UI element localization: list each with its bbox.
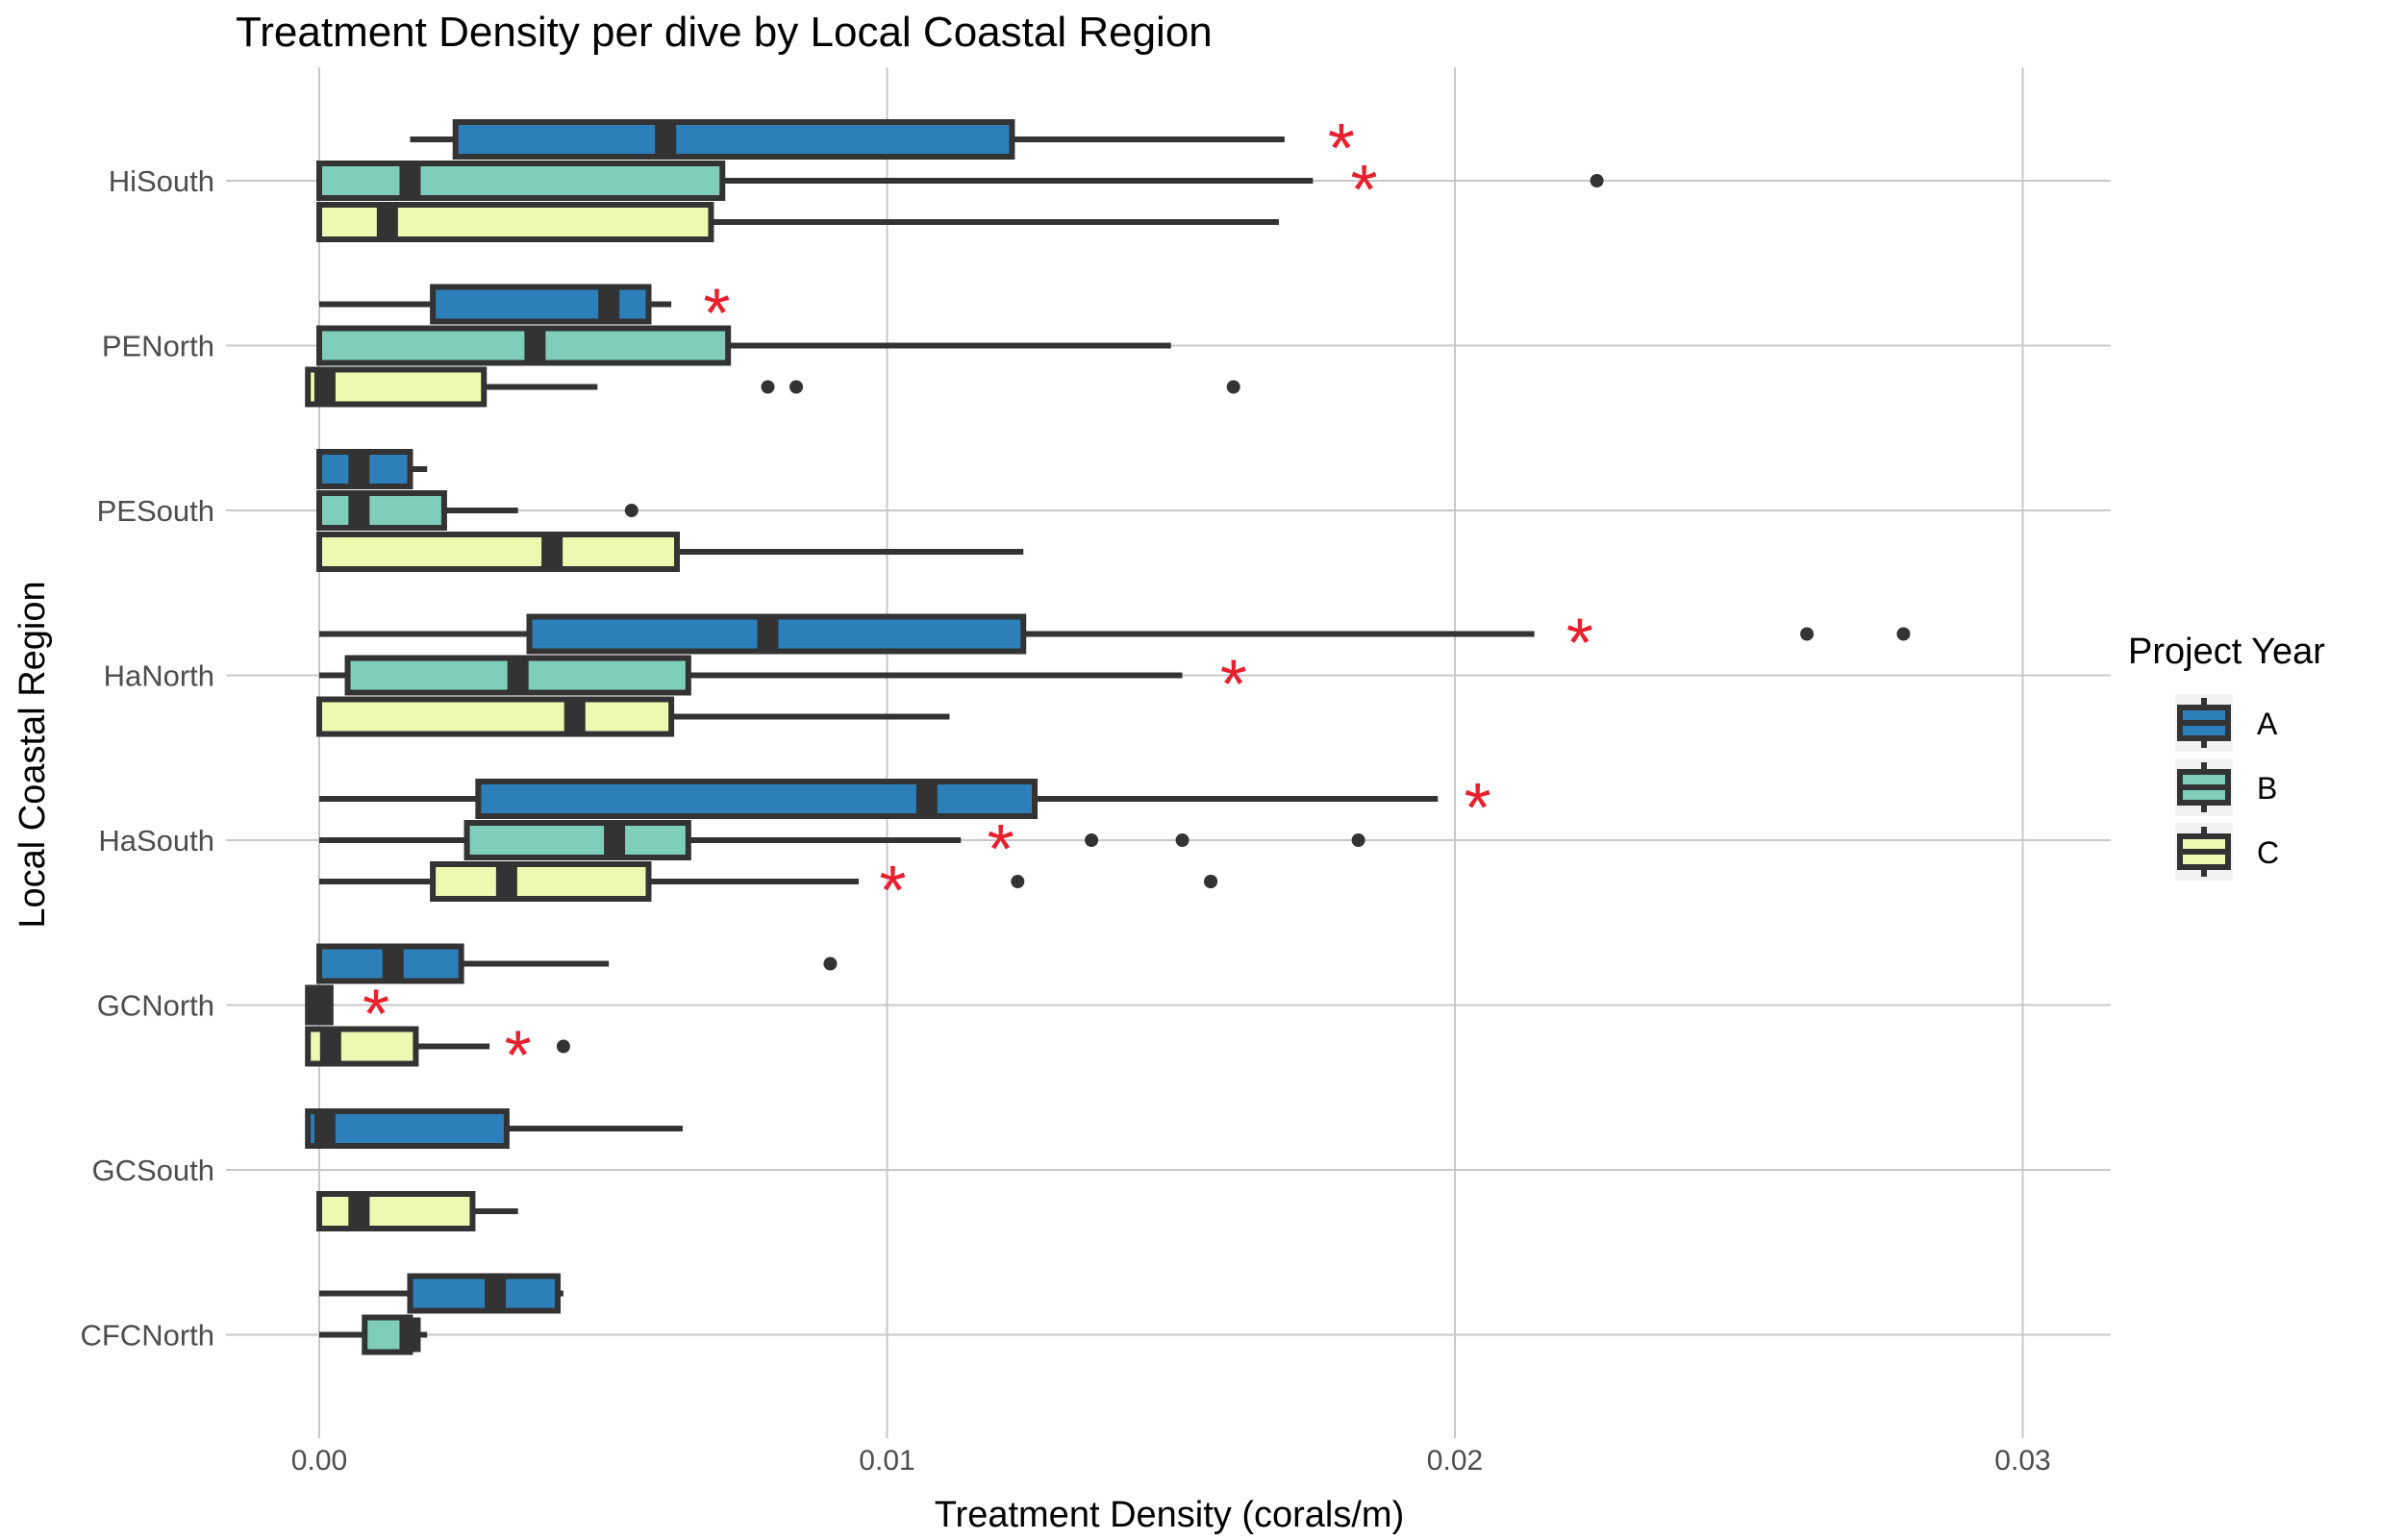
box-body [305, 1108, 510, 1149]
outlier-point [624, 504, 639, 517]
outlier-point [1800, 627, 1815, 641]
chart-title: Treatment Density per dive by Local Coas… [236, 9, 1213, 56]
box-HaNorth-C [316, 696, 950, 737]
outlier-point [1175, 833, 1189, 847]
legend-item-A: A [2175, 694, 2278, 752]
box-PESouth-C [316, 532, 1024, 572]
x-tick-label: 0.00 [291, 1445, 347, 1477]
outlier-point [1011, 875, 1025, 888]
significance-marker: * [879, 853, 906, 930]
box-PENorth-B [316, 325, 1171, 366]
y-tick-label: PENorth [102, 330, 214, 363]
box-body [316, 696, 675, 737]
box-body [305, 366, 488, 408]
box-PENorth-C [305, 366, 1240, 408]
y-tick-label: GCSouth [91, 1154, 214, 1187]
box-body [316, 325, 732, 366]
outlier-point [761, 380, 775, 394]
legend-label: A [2257, 707, 2278, 741]
y-tick-label: CFCNorth [80, 1319, 214, 1353]
legend-item-B: B [2175, 758, 2277, 816]
box-CFCNorth-A [319, 1273, 563, 1314]
x-tick-label: 0.01 [859, 1445, 914, 1477]
box-body [316, 532, 681, 572]
box-HaSouth-B: * [319, 811, 1365, 888]
box-PESouth-B [316, 490, 639, 531]
outlier-point [1226, 380, 1240, 394]
box-body [452, 119, 1015, 160]
box-HaNorth-A: * [319, 606, 1911, 683]
outlier-point [556, 1039, 570, 1054]
box-GCNorth-C: * [305, 1018, 570, 1095]
outlier-point [789, 380, 804, 394]
box-body [463, 820, 691, 860]
y-tick-label: GCNorth [97, 989, 214, 1023]
box-GCSouth-A [305, 1108, 683, 1149]
y-tick-label: HaNorth [104, 659, 214, 693]
significance-marker: * [505, 1018, 532, 1095]
legend-label: C [2257, 835, 2279, 870]
legend-title: Project Year [2128, 632, 2325, 672]
box-body [316, 161, 726, 201]
box-marks: ********** [305, 111, 1911, 1355]
x-tick-label: 0.02 [1427, 1445, 1483, 1477]
box-HiSouth-C [316, 202, 1279, 242]
outlier-point [1351, 833, 1365, 847]
box-HaNorth-B: * [319, 647, 1247, 724]
legend-label: B [2257, 771, 2277, 806]
significance-marker: * [1566, 606, 1593, 683]
legend-item-C: C [2175, 823, 2279, 881]
box-body [475, 779, 1039, 819]
significance-marker: * [1220, 647, 1247, 724]
box-CFCNorth-B [319, 1314, 428, 1355]
y-tick-label: HiSouth [109, 164, 214, 198]
x-tick-label: 0.03 [1994, 1445, 2050, 1477]
significance-marker: * [1328, 111, 1355, 187]
significance-marker: * [1465, 770, 1491, 847]
outlier-point [1085, 833, 1099, 847]
box-body [430, 861, 652, 902]
box-HaSouth-C: * [319, 853, 1218, 930]
legend: Project Year ABC [2128, 632, 2325, 881]
outlier-point [1590, 174, 1604, 187]
box-HiSouth-B: * [316, 152, 1604, 229]
outlier-point [1204, 875, 1218, 888]
outlier-point [1896, 627, 1911, 641]
y-tick-label: HaSouth [98, 824, 214, 857]
box-HaSouth-A: * [319, 770, 1491, 847]
box-body [316, 1191, 476, 1231]
x-tick-labels: 0.00 0.01 0.02 0.03 [291, 1445, 2051, 1477]
box-PESouth-A [316, 449, 428, 489]
y-tick-labels: HiSouth PENorth PESouth HaNorth HaSouth GCNor… [80, 164, 214, 1353]
box-body [316, 490, 447, 531]
y-tick-label: PESouth [97, 494, 214, 528]
significance-marker: * [1351, 152, 1378, 229]
x-axis-label: Treatment Density (corals/m) [935, 1495, 1404, 1535]
significance-marker: * [988, 811, 1014, 888]
outlier-point [823, 956, 838, 971]
box-HiSouth-A: * [410, 111, 1355, 187]
box-PENorth-A: * [319, 276, 730, 353]
box-body [407, 1273, 562, 1314]
box-GCNorth-A [316, 943, 838, 984]
box-GCSouth-C [316, 1191, 518, 1231]
y-axis-label: Local Coastal Region [13, 581, 53, 928]
